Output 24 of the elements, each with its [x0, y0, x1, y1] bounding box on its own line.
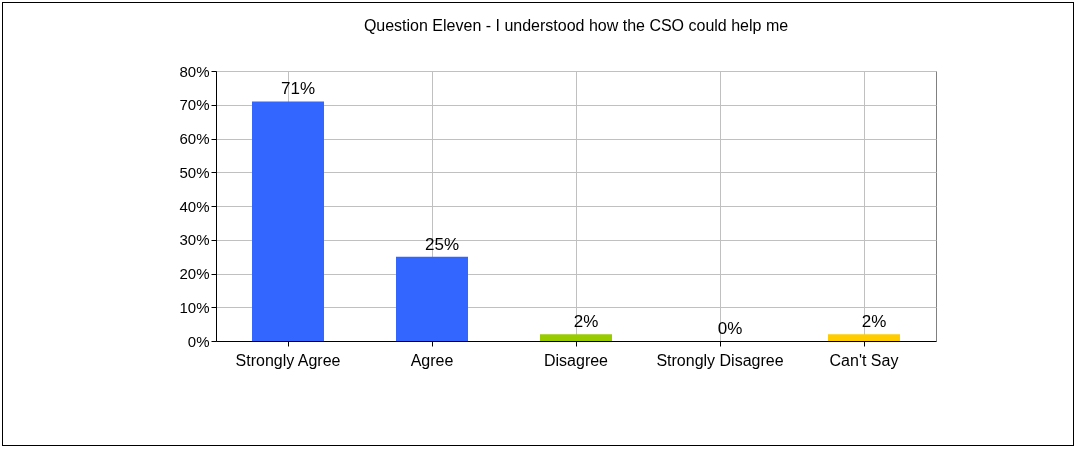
y-tick-label: 50%	[179, 163, 210, 181]
bar	[252, 101, 324, 341]
chart-title: Question Eleven - I understood how the CSO could help me	[363, 17, 789, 34]
y-tick-label: 40%	[179, 197, 210, 215]
bar	[396, 256, 468, 341]
data-label: 2%	[861, 312, 887, 332]
y-tick-label: 70%	[179, 96, 210, 114]
data-label: 2%	[573, 312, 599, 332]
y-tick-label: 60%	[179, 130, 210, 147]
x-tick-label: Disagree	[543, 351, 609, 369]
data-label: 0%	[717, 319, 743, 338]
y-tick-label: 0%	[187, 332, 210, 350]
x-tick-label: Agree	[410, 351, 454, 369]
x-tick-label: Strongly Agree	[235, 351, 341, 369]
y-tick-label: 10%	[179, 298, 210, 316]
y-tick-label: 30%	[179, 231, 210, 249]
y-tick-label: 20%	[179, 265, 210, 282]
x-tick-label: Strongly Disagree	[656, 351, 784, 369]
data-label: 71%	[280, 79, 316, 99]
y-tick-label: 80%	[179, 62, 210, 80]
bar	[540, 334, 612, 341]
data-label: 25%	[424, 234, 460, 254]
x-tick-label: Can't Say	[829, 351, 899, 369]
bar	[828, 334, 900, 341]
